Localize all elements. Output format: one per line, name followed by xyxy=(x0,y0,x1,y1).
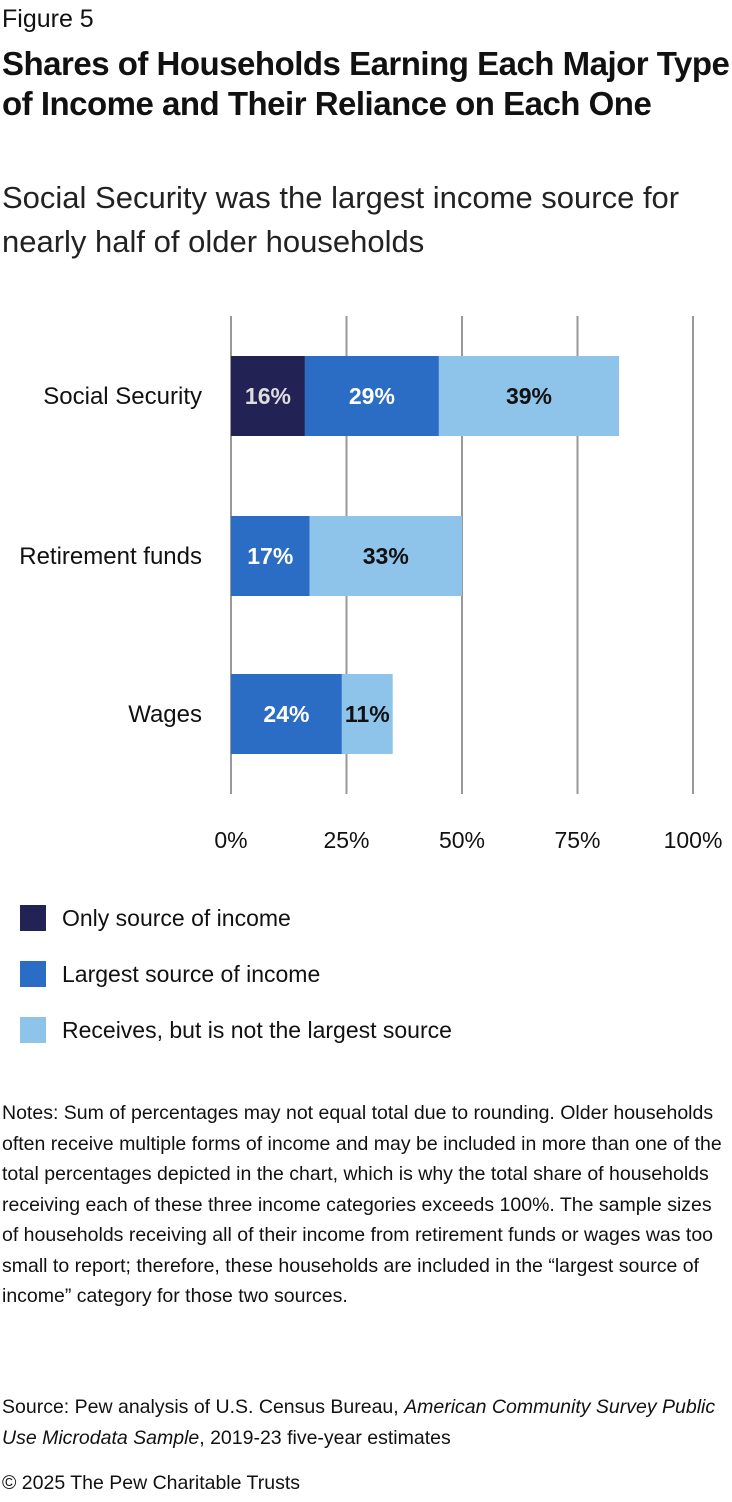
bar-segment xyxy=(231,516,310,596)
source-text: Source: Pew analysis of U.S. Census Bure… xyxy=(2,1392,730,1453)
data-label: 11% xyxy=(345,701,390,727)
legend-item-largest: Largest source of income xyxy=(20,946,452,1002)
x-tick-label-100: 100% xyxy=(664,827,723,853)
legend-label-largest: Largest source of income xyxy=(62,960,321,987)
bar-segment xyxy=(304,356,439,436)
copyright: © 2025 The Pew Charitable Trusts xyxy=(2,1472,300,1494)
stacked-bar-chart: 0% 25% 50% 75% 100% Social Security 16% 29% 39% R… xyxy=(19,316,723,853)
bar-segment xyxy=(231,674,342,754)
x-tick-label-0: 0% xyxy=(214,827,247,853)
source-prefix: Source: Pew analysis of U.S. Census Bure… xyxy=(2,1396,405,1418)
data-label: 24% xyxy=(263,701,309,727)
legend-swatch-largest xyxy=(20,961,46,987)
legend-swatch-only xyxy=(20,905,46,931)
x-tick-label-75: 75% xyxy=(554,827,600,853)
bar-segment xyxy=(438,356,620,436)
category-label: Social Security xyxy=(43,383,202,410)
data-label: 29% xyxy=(349,383,395,409)
x-tick-label-50: 50% xyxy=(439,827,485,853)
legend-label-receives: Receives, but is not the largest source xyxy=(62,1016,452,1043)
bar-segment xyxy=(231,356,305,436)
category-label: Retirement funds xyxy=(19,543,202,570)
bar-segment xyxy=(341,674,393,754)
source-italic: American Community Survey Public Use Mic… xyxy=(2,1396,716,1449)
legend-label-only: Only source of income xyxy=(62,904,291,931)
legend-swatch-receives xyxy=(20,1017,46,1043)
notes-text: Notes: Sum of percentages may not equal … xyxy=(2,1102,722,1307)
category-label: Wages xyxy=(128,701,202,728)
data-label: 17% xyxy=(247,543,293,569)
bar-segment xyxy=(309,516,462,596)
legend: Only source of income Largest source of … xyxy=(20,890,452,1058)
legend-item-only: Only source of income xyxy=(20,890,452,946)
chart-subtitle: Social Security was the largest income s… xyxy=(2,180,680,259)
x-tick-label-25: 25% xyxy=(323,827,369,853)
data-label: 39% xyxy=(506,383,552,409)
figure-label: Figure 5 xyxy=(2,5,94,33)
chart-title: Shares of Households Earning Each Major … xyxy=(2,45,730,122)
data-label: 16% xyxy=(245,383,291,409)
data-label: 33% xyxy=(363,543,409,569)
source-suffix: , 2019-23 five-year estimates xyxy=(199,1426,451,1449)
legend-item-receives: Receives, but is not the largest source xyxy=(20,1002,452,1058)
